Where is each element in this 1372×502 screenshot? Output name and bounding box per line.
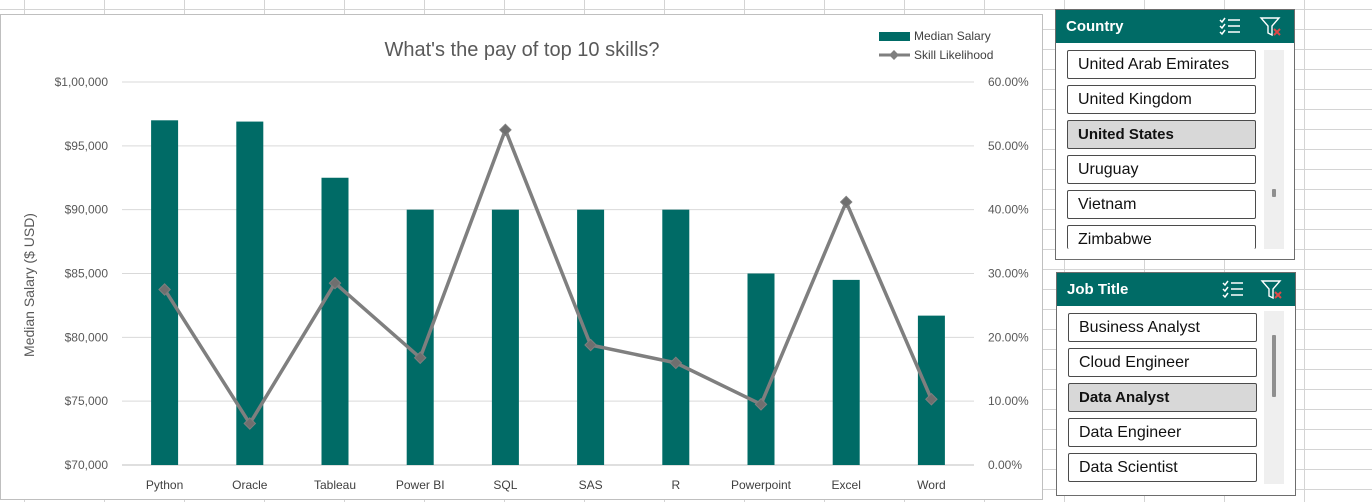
skill-likelihood-line xyxy=(158,123,938,430)
legend-label-skill-likelihood: Skill Likelihood xyxy=(914,48,993,62)
legend-swatch-median-salary xyxy=(879,32,910,41)
job-title-slicer-title: Job Title xyxy=(1067,281,1129,298)
country-slicer-scroll-thumb[interactable] xyxy=(1272,189,1276,197)
series-line xyxy=(163,128,934,426)
slicer-item-data-scientist[interactable]: Data Scientist xyxy=(1068,453,1257,482)
multi-select-icon[interactable] xyxy=(1222,279,1244,303)
job-title-slicer[interactable]: Job Title Business Analyst Cloud Enginee… xyxy=(1056,272,1296,496)
slicer-item-business-analyst[interactable]: Business Analyst xyxy=(1068,313,1257,342)
line-point xyxy=(754,397,768,411)
y2-tick-label: 0.00% xyxy=(988,458,1022,472)
line-point xyxy=(584,338,597,352)
country-slicer-header: Country xyxy=(1056,10,1294,43)
y2-tick-label: 30.00% xyxy=(988,267,1029,281)
job-title-slicer-header: Job Title xyxy=(1057,273,1295,306)
y-tick-label: $90,000 xyxy=(65,203,109,217)
bar xyxy=(577,209,605,465)
y-axis-title: Median Salary ($ USD) xyxy=(21,213,37,357)
y2-tick-label: 20.00% xyxy=(988,330,1029,344)
bar xyxy=(491,209,519,465)
median-salary-bars xyxy=(151,120,945,466)
line-point xyxy=(669,356,683,370)
line-point xyxy=(328,276,342,290)
x-tick-label: R xyxy=(671,478,680,492)
y-tick-label: $70,000 xyxy=(65,458,109,472)
line-point xyxy=(158,283,171,296)
slicer-item-vietnam[interactable]: Vietnam xyxy=(1067,190,1256,219)
x-tick-label: Python xyxy=(146,478,183,492)
bar xyxy=(917,315,945,465)
slicer-item-cloud-engineer[interactable]: Cloud Engineer xyxy=(1068,348,1257,377)
slicer-item-data-engineer[interactable]: Data Engineer xyxy=(1068,418,1257,447)
bar xyxy=(321,177,349,465)
y-tick-label: $75,000 xyxy=(65,394,109,408)
y-tick-label: $1,00,000 xyxy=(55,75,109,89)
y2-tick-label: 40.00% xyxy=(988,203,1029,217)
secondary-y-axis-ticks: 0.00% 10.00% 20.00% 30.00% 40.00% 50.00% 60.00… xyxy=(988,75,1029,472)
slicer-item-uruguay[interactable]: Uruguay xyxy=(1067,155,1256,184)
chart-canvas: What's the pay of top 10 skills? Median … xyxy=(21,29,1029,492)
line-point xyxy=(499,123,512,137)
chart-area[interactable]: What's the pay of top 10 skills? Median … xyxy=(0,14,1043,500)
country-slicer[interactable]: Country United Arab Emirates United King… xyxy=(1055,9,1295,260)
chart-title: What's the pay of top 10 skills? xyxy=(384,39,659,61)
legend-marker-skill-likelihood xyxy=(889,50,899,60)
chart-legend: Median Salary Skill Likelihood xyxy=(879,29,993,62)
y-tick-label: $80,000 xyxy=(65,330,109,344)
country-slicer-scrollbar[interactable] xyxy=(1264,50,1284,249)
bar xyxy=(236,121,264,466)
slicer-item-zimbabwe[interactable]: Zimbabwe xyxy=(1067,225,1256,249)
y-axis-ticks: $70,000 $75,000 $80,000 $85,000 $90,000 $95,0… xyxy=(55,75,109,472)
x-tick-label: Excel xyxy=(832,478,861,492)
line-point xyxy=(925,392,938,406)
x-tick-label: Power BI xyxy=(396,478,445,492)
x-tick-label: Tableau xyxy=(314,478,356,492)
y-tick-label: $85,000 xyxy=(65,267,109,281)
job-title-slicer-scrollbar[interactable] xyxy=(1264,311,1284,484)
bar xyxy=(747,273,775,465)
line-point xyxy=(839,195,853,209)
x-tick-label: Oracle xyxy=(232,478,268,492)
clear-filter-icon[interactable] xyxy=(1259,16,1283,42)
x-tick-label: SQL xyxy=(493,478,517,492)
bar xyxy=(662,209,690,465)
country-slicer-title: Country xyxy=(1066,18,1124,35)
y-tick-label: $95,000 xyxy=(65,139,109,153)
x-tick-label: Word xyxy=(917,478,945,492)
bar xyxy=(832,279,860,465)
slicer-item-united-states[interactable]: United States xyxy=(1067,120,1256,149)
y2-tick-label: 60.00% xyxy=(988,75,1029,89)
y2-tick-label: 50.00% xyxy=(988,139,1029,153)
x-axis-ticks: Python Oracle Tableau Power BI SQL SAS R Powerp… xyxy=(146,478,946,492)
slicer-item-united-arab-emirates[interactable]: United Arab Emirates xyxy=(1067,50,1256,79)
x-tick-label: Powerpoint xyxy=(731,478,792,492)
slicer-item-united-kingdom[interactable]: United Kingdom xyxy=(1067,85,1256,114)
multi-select-icon[interactable] xyxy=(1219,16,1241,40)
job-title-slicer-scroll-thumb[interactable] xyxy=(1272,335,1276,397)
y2-tick-label: 10.00% xyxy=(988,394,1029,408)
slicer-item-data-analyst[interactable]: Data Analyst xyxy=(1068,383,1257,412)
legend-label-median-salary: Median Salary xyxy=(914,29,991,43)
clear-filter-icon[interactable] xyxy=(1260,279,1284,305)
line-point xyxy=(413,351,427,365)
line-point xyxy=(243,417,257,430)
x-tick-label: SAS xyxy=(579,478,603,492)
